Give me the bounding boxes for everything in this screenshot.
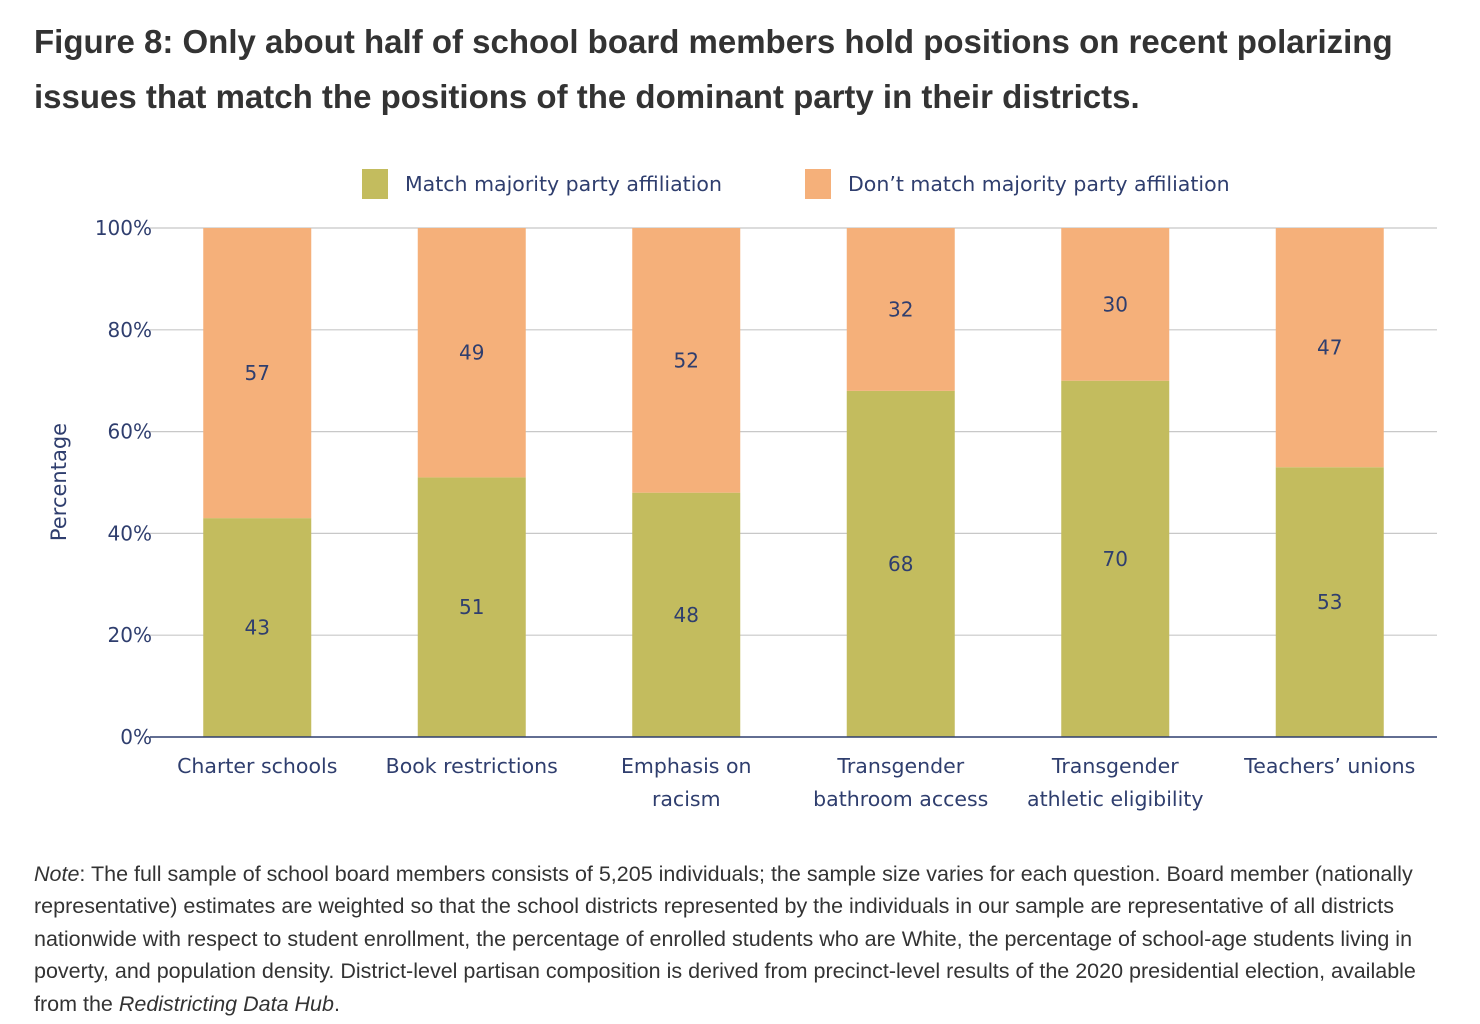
x-axis: Charter schools Book restrictions Emphasis… bbox=[177, 754, 1415, 811]
x-tick-label: Transgender athletic eligibility bbox=[1027, 754, 1203, 811]
bar-segment-dont-match bbox=[1275, 228, 1384, 468]
x-tick-label-line: Charter schools bbox=[177, 754, 337, 778]
y-tick-label: 100% bbox=[95, 216, 152, 240]
data-label: 53 bbox=[1317, 590, 1342, 614]
y-tick-label: 20% bbox=[108, 623, 152, 647]
data-label: 51 bbox=[459, 595, 484, 619]
y-tick-label: 60% bbox=[108, 420, 152, 444]
x-tick-label-line: Transgender bbox=[836, 754, 964, 778]
x-tick-label-line: Transgender bbox=[1051, 754, 1179, 778]
bar-segment-dont-match bbox=[203, 228, 312, 519]
data-label: 70 bbox=[1103, 547, 1128, 571]
y-tick-label: 80% bbox=[108, 318, 152, 342]
bar-segment-dont-match bbox=[1061, 228, 1170, 381]
x-tick-label-line: bathroom access bbox=[813, 787, 988, 811]
legend-swatch-match bbox=[362, 169, 388, 199]
bar-segment-match bbox=[846, 390, 955, 737]
y-axis-label: Percentage bbox=[47, 423, 71, 541]
note-text: : The full sample of school board member… bbox=[34, 861, 1416, 1016]
bar-segment-dont-match bbox=[632, 228, 741, 493]
y-axis: 0% 20% 40% 60% 80% 100% bbox=[95, 216, 152, 749]
stacked-bar-chart: Match majority party affiliation Don’t ma… bbox=[47, 169, 1437, 811]
figure-note: Note: The full sample of school board me… bbox=[34, 858, 1454, 1021]
data-label: 49 bbox=[459, 341, 484, 365]
x-tick-label-line: racism bbox=[652, 787, 721, 811]
note-label: Note bbox=[34, 861, 80, 886]
bar-segment-dont-match bbox=[846, 228, 955, 391]
y-tick-label: 0% bbox=[120, 725, 152, 749]
bar-segment-match bbox=[1275, 467, 1384, 737]
bar-segment-match bbox=[203, 518, 312, 737]
bar-segment-match bbox=[417, 477, 526, 737]
bar-segment-dont-match bbox=[417, 228, 526, 478]
legend-label: Match majority party affiliation bbox=[405, 172, 722, 196]
data-label: 68 bbox=[888, 552, 913, 576]
legend: Match majority party affiliation Don’t ma… bbox=[362, 169, 1230, 199]
data-label: 32 bbox=[888, 297, 913, 321]
bars: 43 57 51 49 48 52 68 32 70 30 53 47 bbox=[203, 228, 1384, 737]
legend-swatch-dont-match bbox=[805, 169, 831, 199]
data-label: 30 bbox=[1103, 292, 1128, 316]
y-tick-label: 40% bbox=[108, 521, 152, 545]
x-tick-label: Book restrictions bbox=[386, 754, 558, 778]
x-tick-label: Teachers’ unions bbox=[1243, 754, 1415, 778]
bar-segment-match bbox=[632, 492, 741, 737]
x-tick-label: Transgender bathroom access bbox=[813, 754, 988, 811]
x-tick-label-line: Teachers’ unions bbox=[1243, 754, 1415, 778]
gridlines bbox=[150, 227, 1437, 636]
legend-label: Don’t match majority party affiliation bbox=[848, 172, 1230, 196]
x-tick-label: Emphasis on racism bbox=[621, 754, 752, 811]
data-label: 57 bbox=[245, 361, 270, 385]
data-label: 47 bbox=[1317, 336, 1342, 360]
note-source: Redistricting Data Hub bbox=[118, 991, 334, 1016]
x-tick-label-line: Book restrictions bbox=[386, 754, 558, 778]
figure-title: Figure 8: Only about half of school boar… bbox=[34, 23, 1393, 115]
data-label: 43 bbox=[245, 616, 270, 640]
x-tick-label: Charter schools bbox=[177, 754, 337, 778]
data-label: 48 bbox=[674, 603, 699, 627]
bar-segment-match bbox=[1061, 380, 1170, 737]
x-tick-label-line: athletic eligibility bbox=[1027, 787, 1203, 811]
data-label: 52 bbox=[674, 348, 699, 372]
note-end: . bbox=[333, 991, 340, 1016]
x-tick-label-line: Emphasis on bbox=[621, 754, 752, 778]
